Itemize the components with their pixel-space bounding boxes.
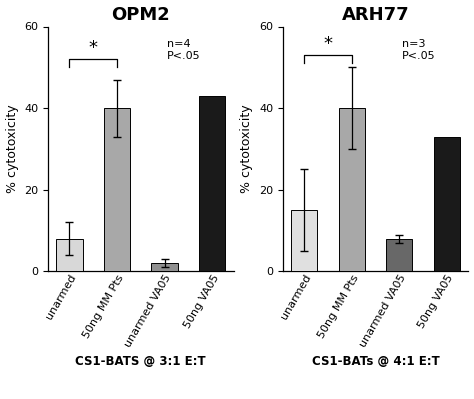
Text: *: *: [89, 39, 98, 57]
Bar: [104, 108, 130, 271]
Bar: [151, 263, 178, 271]
Text: *: *: [324, 35, 333, 53]
Y-axis label: % cytotoxicity: % cytotoxicity: [6, 105, 18, 193]
Text: n=4
P<.05: n=4 P<.05: [167, 39, 201, 61]
Bar: [386, 239, 412, 271]
Bar: [292, 210, 318, 271]
Bar: [434, 137, 460, 271]
Title: ARH77: ARH77: [342, 6, 410, 24]
X-axis label: CS1-BATs @ 4:1 E:T: CS1-BATs @ 4:1 E:T: [312, 355, 439, 367]
Bar: [339, 108, 365, 271]
Text: n=3
P<.05: n=3 P<.05: [402, 39, 436, 61]
X-axis label: CS1-BATS @ 3:1 E:T: CS1-BATS @ 3:1 E:T: [75, 355, 206, 367]
Title: OPM2: OPM2: [111, 6, 170, 24]
Bar: [199, 96, 225, 271]
Y-axis label: % cytotoxicity: % cytotoxicity: [240, 105, 254, 193]
Bar: [56, 239, 82, 271]
